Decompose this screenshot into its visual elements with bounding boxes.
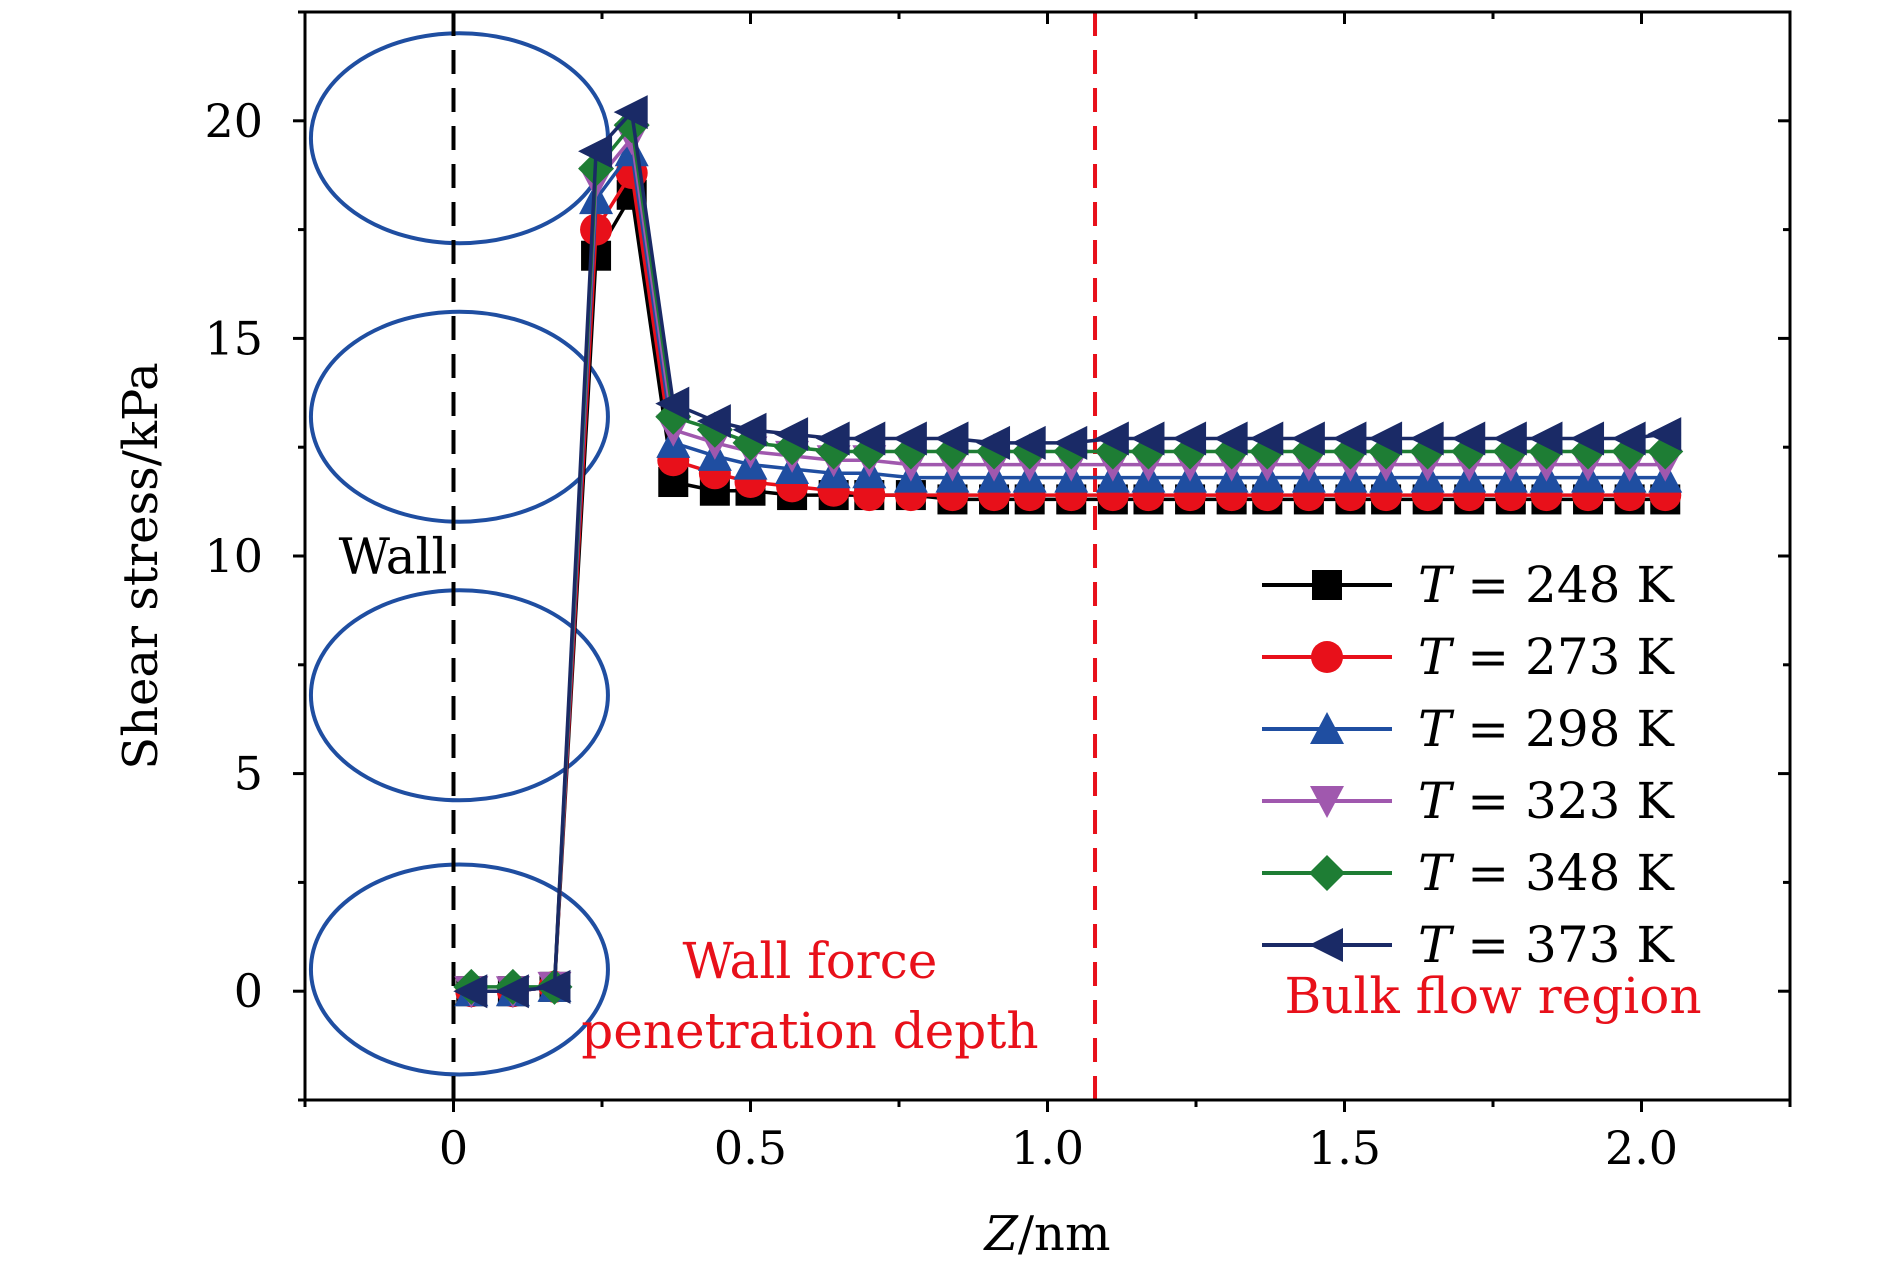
data-point-circle bbox=[1311, 641, 1343, 673]
y-tick-label: 20 bbox=[204, 94, 263, 148]
legend-item: T = 273 K bbox=[1262, 628, 1675, 686]
x-axis-unit: /nm bbox=[1018, 1206, 1111, 1262]
data-point-triangle-left bbox=[815, 421, 850, 456]
legend-value: = 248 K bbox=[1451, 556, 1675, 614]
y-tick-label: 5 bbox=[234, 747, 263, 801]
data-point-triangle-left bbox=[1053, 425, 1088, 460]
reference-lines bbox=[451, 12, 1098, 1100]
wall-atom-circle bbox=[308, 309, 610, 524]
x-tick-label: 0 bbox=[439, 1121, 468, 1175]
series-triangle-left bbox=[453, 95, 1682, 1009]
wall-annotation: Wall bbox=[339, 527, 448, 585]
legend-variable: T bbox=[1418, 628, 1455, 686]
legend-label: T = 373 K bbox=[1418, 916, 1675, 974]
axis-ticks: 0 0.5 1.0 1.5 2.0 0 5 10 15 20 bbox=[204, 10, 1792, 1175]
bulk-flow-annotation: Bulk flow region bbox=[1284, 967, 1701, 1025]
data-point-triangle-left bbox=[976, 425, 1011, 460]
data-point-triangle-left bbox=[613, 95, 648, 130]
data-point-triangle-left bbox=[1130, 421, 1165, 456]
wall-atom-circles bbox=[308, 31, 610, 1077]
data-point-triangle-left bbox=[1290, 421, 1325, 456]
data-point-triangle-left bbox=[934, 421, 969, 456]
data-point-triangle-left bbox=[1094, 421, 1129, 456]
data-point-triangle-left bbox=[1249, 421, 1284, 456]
legend-item: T = 323 K bbox=[1262, 772, 1675, 830]
data-point-triangle-left bbox=[1368, 421, 1403, 456]
data-point-triangle-left bbox=[1492, 421, 1527, 456]
data-point-triangle-left bbox=[1611, 421, 1646, 456]
legend-value: = 298 K bbox=[1451, 700, 1675, 758]
data-point-triangle-left bbox=[494, 974, 529, 1009]
data-point-triangle-left bbox=[655, 386, 690, 421]
legend-label: T = 323 K bbox=[1418, 772, 1675, 830]
y-tick-label: 15 bbox=[204, 311, 263, 365]
data-point-triangle-left bbox=[1409, 421, 1444, 456]
x-axis-title: Z/nm bbox=[983, 1206, 1111, 1262]
legend-variable: T bbox=[1418, 700, 1455, 758]
y-tick-label: 0 bbox=[234, 964, 263, 1018]
legend-label: T = 248 K bbox=[1418, 556, 1675, 614]
data-point-triangle-left bbox=[1011, 425, 1046, 460]
legend-value: = 323 K bbox=[1451, 772, 1675, 830]
wall-atom-circle bbox=[308, 862, 610, 1077]
data-point-triangle-left bbox=[1332, 421, 1367, 456]
wall-atom-circle bbox=[308, 588, 610, 803]
legend-label: T = 298 K bbox=[1418, 700, 1675, 758]
wall-atom-circle bbox=[308, 31, 610, 246]
x-tick-label: 0.5 bbox=[714, 1121, 787, 1175]
y-axis-title: Shear stress/kPa bbox=[113, 362, 169, 770]
data-point-triangle-left bbox=[892, 421, 927, 456]
data-point-triangle-left bbox=[732, 412, 767, 447]
legend-variable: T bbox=[1418, 916, 1455, 974]
data-point-triangle-left bbox=[1570, 421, 1605, 456]
legend-variable: T bbox=[1418, 556, 1455, 614]
x-tick-label: 1.0 bbox=[1011, 1121, 1084, 1175]
data-point-triangle-left bbox=[1451, 421, 1486, 456]
data-point-triangle-left bbox=[453, 974, 488, 1009]
x-axis-variable: Z bbox=[983, 1206, 1020, 1262]
data-point-triangle-left bbox=[774, 417, 809, 452]
data-point-triangle-left bbox=[578, 134, 613, 169]
legend-label: T = 273 K bbox=[1418, 628, 1675, 686]
wall-force-annotation-line2: penetration depth bbox=[581, 1002, 1038, 1060]
x-tick-label: 2.0 bbox=[1605, 1121, 1678, 1175]
legend-item: T = 348 K bbox=[1262, 844, 1675, 902]
data-series bbox=[453, 95, 1684, 1009]
data-point-triangle-left bbox=[1647, 417, 1682, 452]
data-point-triangle-left bbox=[1528, 421, 1563, 456]
data-point-triangle-left bbox=[851, 421, 886, 456]
data-point-triangle-left bbox=[1309, 928, 1343, 962]
data-point-diamond bbox=[1309, 855, 1345, 891]
legend: T = 248 KT = 273 KT = 298 KT = 323 KT = … bbox=[1262, 556, 1675, 974]
legend-value: = 373 K bbox=[1451, 916, 1675, 974]
data-point-triangle-down bbox=[1310, 786, 1344, 818]
legend-value: = 273 K bbox=[1451, 628, 1675, 686]
legend-variable: T bbox=[1418, 772, 1455, 830]
legend-label: T = 348 K bbox=[1418, 844, 1675, 902]
data-point-triangle-left bbox=[1213, 421, 1248, 456]
legend-variable: T bbox=[1418, 844, 1455, 902]
data-point-triangle-left bbox=[536, 969, 571, 1004]
legend-item: T = 248 K bbox=[1262, 556, 1675, 614]
data-point-triangle-left bbox=[696, 404, 731, 439]
x-tick-label: 1.5 bbox=[1308, 1121, 1381, 1175]
y-tick-label: 10 bbox=[204, 529, 263, 583]
wall-force-annotation-line1: Wall force bbox=[682, 932, 937, 990]
data-point-square bbox=[1312, 570, 1342, 600]
legend-item: T = 373 K bbox=[1262, 916, 1675, 974]
data-point-triangle-up bbox=[1310, 712, 1344, 744]
data-point-triangle-left bbox=[1172, 421, 1207, 456]
legend-value: = 348 K bbox=[1451, 844, 1675, 902]
legend-item: T = 298 K bbox=[1262, 700, 1675, 758]
